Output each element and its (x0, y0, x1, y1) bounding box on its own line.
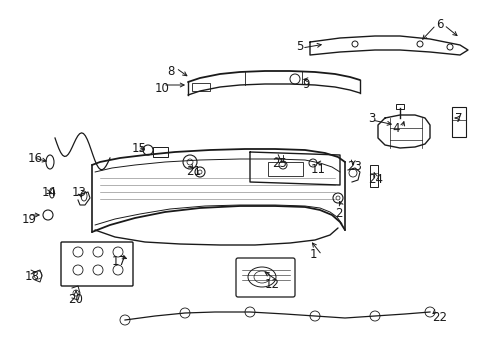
Text: 15: 15 (132, 142, 146, 155)
Text: 7: 7 (454, 112, 462, 125)
Text: 1: 1 (309, 248, 317, 261)
Text: 24: 24 (367, 173, 382, 186)
Text: 10: 10 (155, 82, 169, 95)
Text: 2: 2 (334, 207, 342, 220)
Text: 18: 18 (25, 270, 40, 283)
Text: 22: 22 (431, 311, 446, 324)
Bar (395, 104, 403, 109)
Text: 16: 16 (28, 152, 43, 165)
Text: 9: 9 (302, 78, 309, 91)
Bar (153, 147, 168, 157)
Text: 14: 14 (42, 186, 57, 199)
Text: 8: 8 (167, 65, 174, 78)
Text: 25: 25 (271, 157, 286, 170)
Bar (192, 83, 209, 91)
Text: 21: 21 (185, 165, 201, 178)
Bar (369, 165, 377, 187)
Text: 13: 13 (72, 186, 87, 199)
Text: 17: 17 (112, 255, 127, 268)
Text: 4: 4 (391, 122, 399, 135)
Text: 11: 11 (310, 163, 325, 176)
Text: 3: 3 (367, 112, 375, 125)
Text: 20: 20 (68, 293, 82, 306)
Text: 6: 6 (435, 18, 443, 31)
Text: 23: 23 (346, 160, 361, 173)
Text: 5: 5 (295, 40, 303, 53)
Bar (267, 162, 303, 176)
Text: 12: 12 (264, 278, 280, 291)
Bar (451, 107, 465, 137)
Text: 19: 19 (22, 213, 37, 226)
